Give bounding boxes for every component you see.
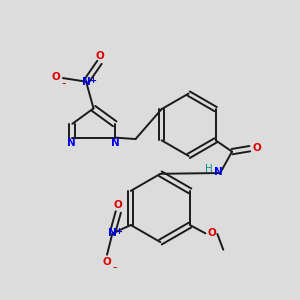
Text: H: H bbox=[205, 164, 213, 175]
Text: N: N bbox=[214, 167, 223, 176]
Text: O: O bbox=[52, 73, 61, 82]
Text: N: N bbox=[108, 228, 117, 239]
Text: O: O bbox=[252, 143, 261, 153]
Text: O: O bbox=[208, 228, 216, 238]
Text: N: N bbox=[82, 76, 91, 87]
Text: N: N bbox=[68, 138, 76, 148]
Text: +: + bbox=[89, 76, 96, 85]
Text: O: O bbox=[114, 200, 123, 209]
Text: -: - bbox=[112, 261, 116, 274]
Text: O: O bbox=[96, 51, 104, 61]
Text: N: N bbox=[111, 138, 120, 148]
Text: +: + bbox=[116, 227, 122, 236]
Text: O: O bbox=[102, 257, 111, 267]
Text: -: - bbox=[61, 77, 66, 90]
